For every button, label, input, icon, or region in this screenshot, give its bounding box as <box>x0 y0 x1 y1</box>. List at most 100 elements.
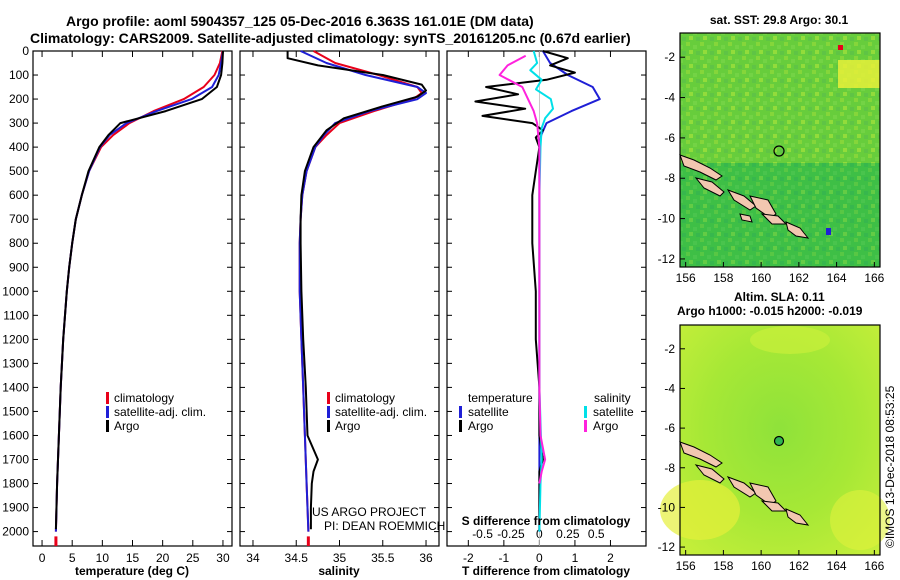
lon-tick-label: 164 <box>827 559 847 573</box>
pi-annotation: PI: DEAN ROEMMICH <box>324 519 445 533</box>
x-tick-label: 0 <box>39 551 46 565</box>
depth-tick-label: 100 <box>9 68 29 82</box>
sst-map: sat. SST: 29.8 Argo: 30.1 156 158 160 162 16… <box>658 13 885 285</box>
lon-tick-label: 160 <box>751 271 771 285</box>
x-tick-label: 1 <box>572 551 579 565</box>
series-line-t-argo <box>474 50 576 530</box>
climatology-bottom-marker <box>54 536 58 546</box>
series-line-satellite-adj-clim- <box>298 50 427 532</box>
sla-high-patch-east <box>830 490 890 550</box>
depth-tick-label: 1800 <box>2 477 29 491</box>
lon-tick-label: 156 <box>676 559 696 573</box>
depth-tick-label: 1200 <box>2 332 29 346</box>
credit-stamp: ©IMOS 13-Dec-2018 08:53:25 <box>883 385 897 548</box>
legend-label-satellite: satellite-adj. clim. <box>114 405 206 419</box>
solomon-islands <box>679 441 810 526</box>
project-annotation: US ARGO PROJECT <box>312 505 427 519</box>
legend-swatch-climatology <box>106 392 109 404</box>
x-tick-label: 30 <box>216 551 230 565</box>
depth-tick-label: 1600 <box>2 428 29 442</box>
x-tick-label: 5 <box>69 551 76 565</box>
legend-swatch-t-argo <box>459 420 462 432</box>
depth-tick-label: 600 <box>9 188 29 202</box>
x-tick-label: 2 <box>607 551 614 565</box>
t-difference-axis-label: T difference from climatology <box>462 564 630 578</box>
lat-tick-label: -12 <box>658 252 676 266</box>
salinity-legend: climatology satellite-adj. clim. Argo US… <box>312 391 445 533</box>
title-line-1: Argo profile: aoml 5904357_125 05-Dec-20… <box>66 13 534 29</box>
sst-hot-pixel <box>838 45 843 50</box>
x-tick-label: 35.5 <box>371 551 395 565</box>
legend-label-satellite: satellite-adj. clim. <box>335 405 427 419</box>
s-tick-label: -0.25 <box>497 527 525 541</box>
depth-tick-label: 900 <box>9 260 29 274</box>
depth-tick-label: 200 <box>9 92 29 106</box>
sla-map: Altim. SLA: 0.11 Argo h1000: -0.015 h200… <box>658 290 890 573</box>
depth-tick-label: 0 <box>22 44 29 58</box>
legend-swatch-argo <box>106 420 109 432</box>
x-tick-label: 25 <box>186 551 200 565</box>
sst-map-title: sat. SST: 29.8 Argo: 30.1 <box>710 13 849 27</box>
sla-map-subtitle: Argo h1000: -0.015 h2000: -0.019 <box>677 304 863 318</box>
x-tick-label: -1 <box>499 551 510 565</box>
depth-tick-label: 800 <box>9 236 29 250</box>
salinity-chart: 34 34.5 35 35.5 36 <box>240 50 439 565</box>
temperature-chart: 0 5 10 15 20 25 30 <box>33 50 232 565</box>
x-tick-label: 34 <box>246 551 260 565</box>
depth-tick-label: 1100 <box>3 308 29 322</box>
x-tick-label: 15 <box>126 551 140 565</box>
lon-tick-label: 156 <box>676 271 696 285</box>
sla-map-title: Altim. SLA: 0.11 <box>734 290 825 304</box>
sst-cold-pixel <box>826 228 831 235</box>
lon-tick-label: 160 <box>751 559 771 573</box>
lon-tick-label: 164 <box>827 271 847 285</box>
legend-label-argo: Argo <box>335 419 361 433</box>
solomon-islands <box>679 154 810 239</box>
x-tick-label: 35 <box>333 551 347 565</box>
lat-tick-label: -2 <box>664 342 675 356</box>
sla-north-patch <box>750 326 830 354</box>
argo-location-marker <box>773 435 785 447</box>
depth-axis: 0 100 200 300 400 500 600 700 800 900 1000 1100 1200… <box>2 44 29 539</box>
lat-tick-label: -10 <box>658 212 676 226</box>
series-line-t-satellite <box>538 50 601 532</box>
depth-tick-label: 1700 <box>2 452 29 466</box>
sla-map-axes: 156 158 160 162 164 166 -2 -4 -6 -8 -10 -12 <box>658 342 885 573</box>
salinity-panel-frame <box>239 50 440 547</box>
lat-tick-label: -12 <box>658 540 676 554</box>
lat-tick-label: -8 <box>664 461 675 475</box>
legend-swatch-s-satellite <box>584 406 587 418</box>
depth-tick-label: 1400 <box>2 380 29 394</box>
depth-tick-label: 700 <box>9 212 29 226</box>
series-line-s-argo <box>498 54 547 484</box>
lat-tick-label: -6 <box>664 421 675 435</box>
lon-tick-label: 158 <box>713 559 733 573</box>
depth-tick-label: 1300 <box>2 356 29 370</box>
legend-label-climatology: climatology <box>335 391 395 405</box>
series-line-argo <box>54 50 224 530</box>
series-line-argo <box>286 51 427 530</box>
depth-tick-label: 1000 <box>2 284 29 298</box>
lat-tick-label: -6 <box>664 131 675 145</box>
legend-swatch-satellite <box>106 406 109 418</box>
s-tick-label: 0.5 <box>588 527 605 541</box>
sla-map-frame <box>679 324 881 556</box>
lon-tick-label: 162 <box>789 559 809 573</box>
temperature-legend: climatology satellite-adj. clim. Argo <box>106 391 206 433</box>
depth-tick-label: 500 <box>9 164 29 178</box>
sst-map-frame <box>679 32 881 268</box>
lon-tick-label: 162 <box>789 271 809 285</box>
legend-swatch-s-argo <box>584 420 587 432</box>
depth-tick-label: 400 <box>9 140 29 154</box>
legend-label-s-argo: Argo <box>593 419 619 433</box>
legend-title-temperature: temperature <box>468 391 533 405</box>
temperature-axis-label: temperature (deg C) <box>75 564 189 578</box>
s-tick-label: 0.25 <box>556 527 580 541</box>
depth-tick-label: 1500 <box>2 404 29 418</box>
sst-cool-band <box>680 163 880 267</box>
x-tick-label: 0 <box>536 551 543 565</box>
x-tick-label: -2 <box>463 551 474 565</box>
lat-tick-label: -10 <box>658 500 676 514</box>
x-tick-label: 34.5 <box>285 551 309 565</box>
